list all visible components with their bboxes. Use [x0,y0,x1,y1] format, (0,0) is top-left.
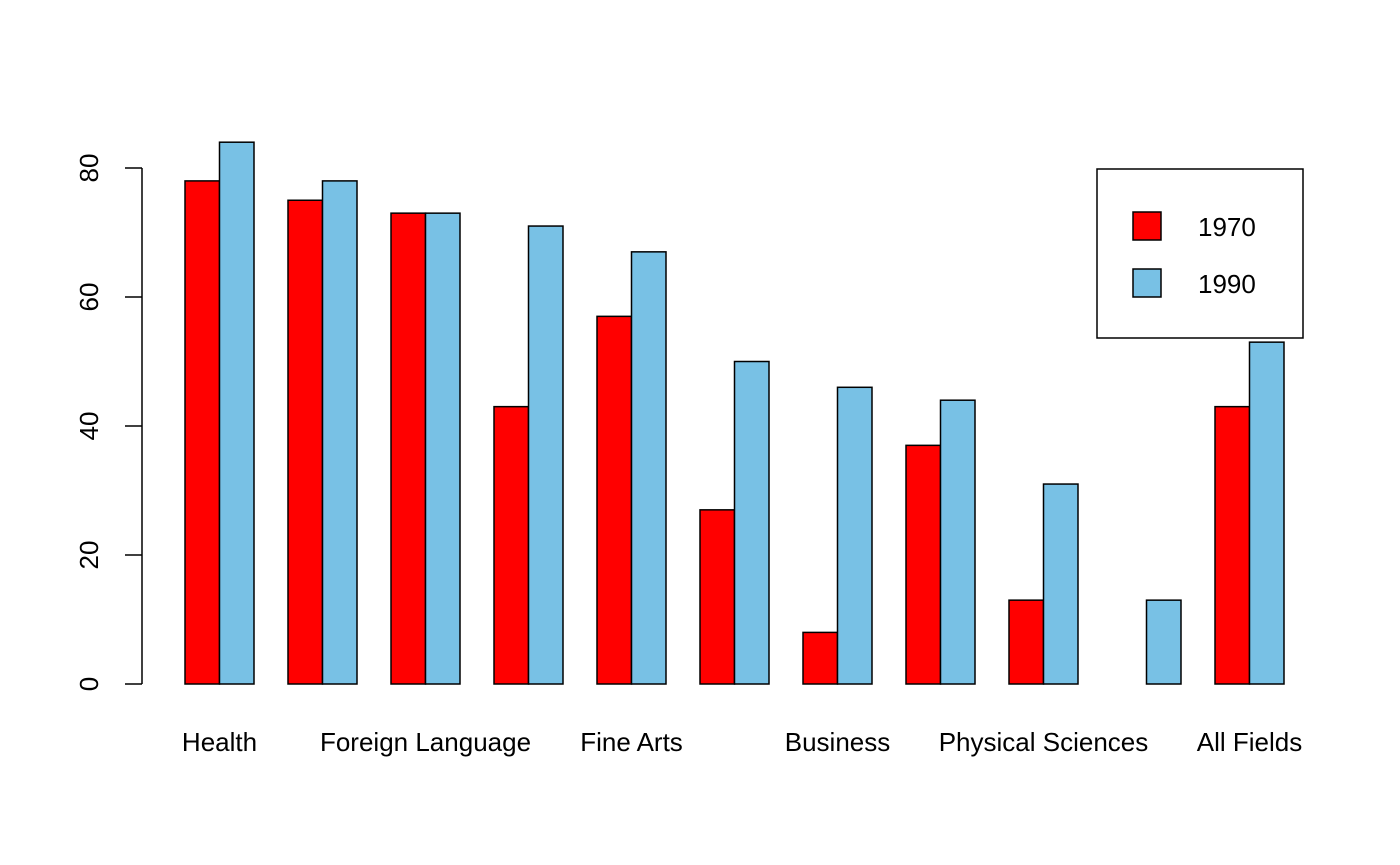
bar-1970-1 [287,199,324,685]
legend-label: 1990 [1198,269,1256,299]
bar-1990-0 [218,141,255,685]
bar-1970-4 [596,315,633,685]
y-tick-label: 20 [74,541,104,570]
category-label: Business [785,727,891,757]
category-label: Health [182,727,257,757]
bar-1970-7 [905,444,942,685]
legend-swatch-1990 [1132,268,1162,298]
y-tick-label: 40 [74,412,104,441]
bar-1990-1 [321,180,358,685]
bar-1970-3 [493,405,530,685]
bar-1990-5 [733,360,770,685]
bar-1970-8 [1008,599,1045,685]
y-axis: 0 20 40 60 80 [74,154,143,691]
legend-swatch-1970 [1132,211,1162,241]
bar-1990-2 [424,212,461,685]
bar-1990-4 [630,251,667,685]
category-labels: Health Foreign Language Fine Arts Business P… [182,727,1302,757]
bar-1990-7 [939,399,976,685]
bar-1990-3 [527,225,564,685]
bar-1970-2 [390,212,427,685]
bar-1970-0 [184,180,221,685]
y-tick-label: 0 [74,677,104,691]
legend-label: 1970 [1198,212,1256,242]
bar-1970-6 [802,631,839,685]
legend-box [1096,168,1304,339]
bar-1990-6 [836,386,873,685]
bars [184,141,1285,685]
bar-1970-10 [1214,405,1251,685]
bar-1990-10 [1248,341,1285,685]
bar-1970-5 [699,509,736,685]
legend: 1970 1990 [1096,168,1304,339]
y-tick-label: 80 [74,154,104,183]
category-label: Physical Sciences [939,727,1149,757]
bar-1990-9 [1145,599,1182,685]
y-tick-label: 60 [74,283,104,312]
category-label: Fine Arts [580,727,683,757]
bar-1990-8 [1042,483,1079,685]
category-label: All Fields [1197,727,1302,757]
category-label: Foreign Language [320,727,531,757]
